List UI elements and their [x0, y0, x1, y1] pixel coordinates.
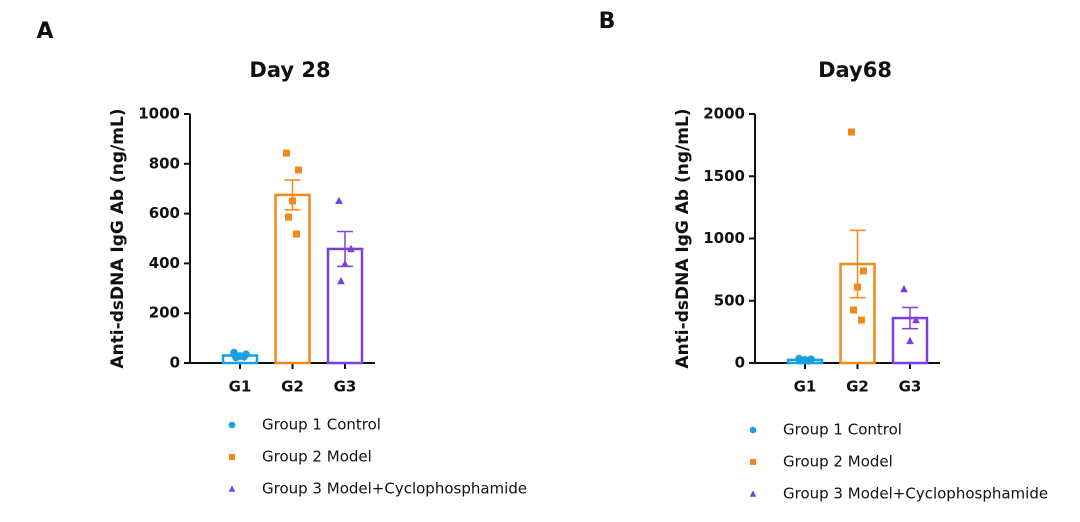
- legend-label: Group 1 Control: [262, 416, 381, 434]
- legend-label: Group 3 Model+Cyclophosphamide: [262, 480, 527, 498]
- y-tick-label: 600: [149, 204, 180, 222]
- chart-title: Day68: [818, 58, 892, 82]
- data-point: [240, 352, 248, 361]
- data-point: [285, 213, 292, 221]
- data-point: [906, 336, 914, 345]
- chart-title: Day 28: [249, 58, 330, 82]
- x-tick-label: G2: [846, 378, 869, 396]
- x-tick-label: G3: [334, 378, 357, 396]
- data-point: [337, 276, 345, 285]
- panel-label: B: [599, 9, 616, 34]
- legend-label: Group 2 Model: [783, 453, 893, 471]
- y-tick-label: 800: [149, 154, 180, 172]
- data-point: [854, 283, 861, 291]
- data-point: [848, 128, 855, 136]
- data-point: [232, 353, 240, 362]
- legend-marker: [228, 421, 236, 429]
- bar: [274, 193, 311, 365]
- panel-label: A: [36, 19, 53, 44]
- data-point: [797, 356, 805, 365]
- legend-label: Group 1 Control: [783, 421, 902, 439]
- y-axis-label: Anti-dsDNA IgG Ab (ng/mL): [108, 108, 128, 368]
- data-point: [900, 284, 908, 293]
- y-tick-label: 2000: [703, 105, 745, 123]
- y-tick-label: 400: [149, 254, 180, 272]
- legend-marker: [749, 426, 757, 434]
- x-tick-label: G2: [281, 378, 304, 396]
- y-tick-label: 0: [735, 354, 745, 372]
- data-point: [912, 315, 920, 324]
- y-tick-label: 500: [714, 291, 745, 309]
- legend-marker: [749, 490, 757, 497]
- data-point: [850, 306, 857, 314]
- data-point: [805, 356, 813, 365]
- y-tick-label: 1500: [703, 167, 745, 185]
- y-axis-label: Anti-dsDNA IgG Ab (ng/mL): [673, 108, 693, 368]
- y-tick-label: 0: [170, 354, 180, 372]
- data-point: [295, 166, 302, 174]
- data-point: [289, 197, 296, 205]
- data-point: [858, 316, 865, 324]
- x-tick-label: G3: [899, 378, 922, 396]
- y-tick-label: 1000: [703, 229, 745, 247]
- y-tick-label: 200: [149, 304, 180, 322]
- data-point: [335, 196, 343, 205]
- legend-label: Group 3 Model+Cyclophosphamide: [783, 485, 1048, 503]
- data-point: [293, 230, 300, 238]
- data-point: [860, 267, 867, 275]
- legend-marker: [750, 459, 756, 465]
- legend-label: Group 2 Model: [262, 448, 372, 466]
- x-tick-label: G1: [794, 378, 817, 396]
- legend-marker: [228, 485, 236, 492]
- y-tick-label: 1000: [138, 105, 180, 123]
- data-point: [341, 259, 349, 268]
- data-point: [283, 149, 290, 157]
- data-point: [347, 244, 355, 253]
- legend-marker: [229, 454, 235, 460]
- x-tick-label: G1: [229, 378, 252, 396]
